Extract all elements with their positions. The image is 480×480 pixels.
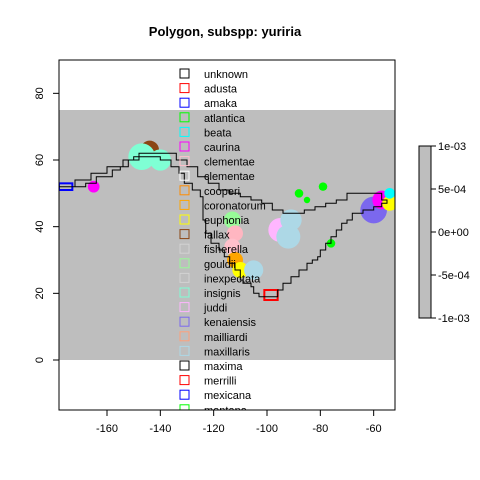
legend-swatch [179,214,190,225]
legend-swatch [179,258,190,269]
legend-label: euphonia [204,215,250,227]
legend-label: kenaiensis [204,317,256,329]
colorbar-label: -5e-04 [438,270,470,282]
legend-swatch [179,141,190,152]
range-blob [87,180,100,193]
y-tick-label: 60 [34,154,46,166]
range-blob [384,188,395,199]
x-tick-label: -160 [96,423,118,435]
y-axis: 0 20 40 60 80 [34,87,60,363]
legend-label: juddi [203,303,227,315]
legend-swatch [179,360,190,371]
legend-label: montana [204,405,248,417]
legend-swatch [179,375,190,386]
legend: unknown adusta amaka atlantica beata caurina c… [179,68,266,417]
legend-label: insignis [204,288,241,300]
legend-label: adusta [204,84,238,96]
raster-layer [59,110,395,360]
legend-swatch [179,170,190,181]
legend-label: clementae [204,157,255,169]
range-blob [318,182,328,191]
legend-swatch [179,316,190,327]
x-tick-label: -60 [366,423,382,435]
legend-label: merrilli [204,376,236,388]
legend-swatch [179,243,190,254]
legend-swatch [179,97,190,108]
colorbar-label: 0e+00 [438,227,469,239]
x-axis: -160 -140 -120 -100 -80 -60 [96,409,382,435]
legend-swatch [179,185,190,196]
range-polygons [59,140,395,301]
x-tick-label: -100 [256,423,278,435]
legend-swatch [179,83,190,94]
legend-label: beata [204,127,232,139]
chart-title: Polygon, subspp: yuriria [149,24,302,39]
legend-label: fisherella [204,244,249,256]
colorbar-bar [418,145,432,319]
legend-swatch [179,199,190,210]
x-tick-label: -80 [312,423,328,435]
legend-swatch [179,272,190,283]
colorbar-label: 1e-03 [438,141,466,153]
colorbar-label: -1e-03 [438,313,470,325]
legend-swatch [179,68,190,79]
legend-swatch [179,389,190,400]
legend-swatch [179,156,190,167]
legend-label: maxillaris [204,346,250,358]
legend-swatch [179,345,190,356]
legend-label: caurina [204,142,241,154]
legend-swatch [179,287,190,298]
legend-label: maxima [204,361,243,373]
legend-swatch [179,112,190,123]
y-tick-label: 40 [34,221,46,233]
x-tick-label: -120 [203,423,225,435]
colorbar: 1e-03 5e-04 0e+00 -5e-04 -1e-03 [418,141,470,325]
colorbar-label: 5e-04 [438,184,466,196]
legend-label: clementae [204,171,255,183]
legend-label: amaka [204,98,238,110]
legend-swatch [179,126,190,137]
legend-label: inexpectata [204,273,261,285]
legend-swatch [179,302,190,313]
range-blob [280,209,302,231]
legend-label: atlantica [204,113,246,125]
legend-label: cooperi [204,186,240,198]
range-blob [294,189,304,198]
legend-label: mailliardi [204,332,247,344]
legend-label: gouldii [204,259,236,271]
range-blob [224,238,241,255]
range-blob [303,196,311,204]
plot-area: unknown adusta amaka atlantica beata caurina c… [59,68,395,417]
legend-swatch [179,229,190,240]
legend-label: fallax [204,230,230,242]
legend-swatch [179,404,190,410]
y-tick-label: 20 [34,287,46,299]
range-outline [59,152,388,298]
range-blob [244,260,264,280]
range-blob [276,224,301,249]
range-blob [227,225,243,242]
legend-swatch [179,331,190,342]
x-tick-label: -140 [149,423,171,435]
legend-label: unknown [204,69,248,81]
y-tick-label: 0 [34,357,46,363]
y-tick-label: 80 [34,87,46,99]
legend-label: coronatorum [204,200,266,212]
range-blob [223,211,241,229]
legend-label: mexicana [204,390,252,402]
